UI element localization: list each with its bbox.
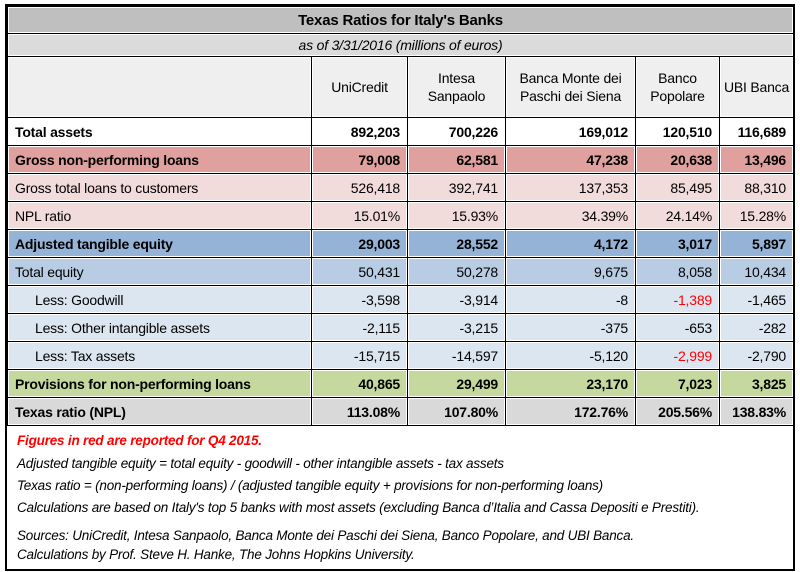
value-cell: 62,581	[407, 145, 506, 174]
value-cell: 8,058	[635, 257, 720, 286]
row-less-tax-assets: Less: Tax assets -15,715 -14,597 -5,120 …	[7, 341, 794, 370]
value-cell: 34.39%	[505, 201, 636, 230]
value-cell: 24.14%	[635, 201, 720, 230]
value-cell: -14,597	[407, 341, 506, 370]
value-cell: 9,675	[505, 257, 636, 286]
value-cell: 116,689	[719, 117, 794, 146]
value-cell: -3,598	[311, 285, 408, 314]
texas-ratios-figure: Texas Ratios for Italy's Banks as of 3/3…	[5, 4, 795, 571]
value-cell: 79,008	[311, 145, 408, 174]
footnote-red-legend: Figures in red are reported for Q4 2015.	[17, 433, 262, 448]
row-label: Total equity	[7, 257, 312, 286]
value-cell: 50,431	[311, 257, 408, 286]
value-cell: -5,120	[505, 341, 636, 370]
value-cell: 107.80%	[407, 397, 506, 426]
value-cell: 138.83%	[719, 397, 794, 426]
value-cell-q4-2015: -2,999	[635, 341, 720, 370]
row-label: Gross non-performing loans	[7, 145, 312, 174]
row-label: Less: Tax assets	[7, 341, 312, 370]
row-label: Less: Goodwill	[7, 285, 312, 314]
row-label: Adjusted tangible equity	[7, 229, 312, 258]
value-cell: 29,003	[311, 229, 408, 258]
table-title: Texas Ratios for Italy's Banks	[7, 6, 794, 34]
value-cell: 50,278	[407, 257, 506, 286]
value-cell: 113.08%	[311, 397, 408, 426]
value-cell: 15.01%	[311, 201, 408, 230]
texas-ratios-table: Texas Ratios for Italy's Banks as of 3/3…	[7, 6, 794, 426]
value-cell: 7,023	[635, 369, 720, 398]
value-cell: 3,017	[635, 229, 720, 258]
row-label: Total assets	[7, 117, 312, 146]
col-header-banco-popolare: Banco Popolare	[635, 56, 720, 118]
value-cell: 700,226	[407, 117, 506, 146]
value-cell: 85,495	[635, 173, 720, 202]
row-provisions-npl: Provisions for non-performing loans 40,8…	[7, 369, 794, 398]
row-texas-ratio: Texas ratio (NPL) 113.08% 107.80% 172.76…	[7, 397, 794, 426]
value-cell: -8	[505, 285, 636, 314]
value-cell: 10,434	[719, 257, 794, 286]
value-cell: 169,012	[505, 117, 636, 146]
value-cell: 15.93%	[407, 201, 506, 230]
value-cell: 205.56%	[635, 397, 720, 426]
table-subtitle: as of 3/31/2016 (millions of euros)	[7, 33, 794, 57]
row-less-goodwill: Less: Goodwill -3,598 -3,914 -8 -1,389 -…	[7, 285, 794, 314]
value-cell: 40,865	[311, 369, 408, 398]
row-npl-ratio: NPL ratio 15.01% 15.93% 34.39% 24.14% 15…	[7, 201, 794, 230]
value-cell: 892,203	[311, 117, 408, 146]
value-cell: 15.28%	[719, 201, 794, 230]
value-cell: -375	[505, 313, 636, 342]
row-total-equity: Total equity 50,431 50,278 9,675 8,058 1…	[7, 257, 794, 286]
row-label: Provisions for non-performing loans	[7, 369, 312, 398]
row-less-other-intangible-assets: Less: Other intangible assets -2,115 -3,…	[7, 313, 794, 342]
value-cell: 3,825	[719, 369, 794, 398]
row-gross-non-performing-loans: Gross non-performing loans 79,008 62,581…	[7, 145, 794, 174]
value-cell: 88,310	[719, 173, 794, 202]
col-header-banca-monte-dei-paschi: Banca Monte dei Paschi dei Siena	[505, 56, 636, 118]
value-cell: 526,418	[311, 173, 408, 202]
corner-empty-cell	[7, 56, 312, 118]
row-gross-total-loans: Gross total loans to customers 526,418 3…	[7, 173, 794, 202]
row-label: NPL ratio	[7, 201, 312, 230]
footnote-definition-adjusted-tangible-equity: Adjusted tangible equity = total equity …	[17, 456, 504, 471]
row-label: Gross total loans to customers	[7, 173, 312, 202]
footnote-definition-texas-ratio: Texas ratio = (non-performing loans) / (…	[17, 478, 603, 493]
col-header-unicredit: UniCredit	[311, 56, 408, 118]
value-cell: 29,499	[407, 369, 506, 398]
value-cell: -282	[719, 313, 794, 342]
footnote-sources: Sources: UniCredit, Intesa Sanpaolo, Ban…	[17, 528, 634, 543]
col-header-intesa-sanpaolo: Intesa Sanpaolo	[407, 56, 506, 118]
value-cell: 28,552	[407, 229, 506, 258]
value-cell: 120,510	[635, 117, 720, 146]
value-cell: 13,496	[719, 145, 794, 174]
value-cell: 23,170	[505, 369, 636, 398]
value-cell: 172.76%	[505, 397, 636, 426]
value-cell: 392,741	[407, 173, 506, 202]
value-cell: 4,172	[505, 229, 636, 258]
value-cell: 5,897	[719, 229, 794, 258]
footnotes-section: Figures in red are reported for Q4 2015.…	[7, 426, 793, 569]
value-cell: 20,638	[635, 145, 720, 174]
row-total-assets: Total assets 892,203 700,226 169,012 120…	[7, 117, 794, 146]
row-label: Less: Other intangible assets	[7, 313, 312, 342]
value-cell: -1,465	[719, 285, 794, 314]
footnote-attribution: Calculations by Prof. Steve H. Hanke, Th…	[17, 547, 415, 562]
value-cell: -2,790	[719, 341, 794, 370]
value-cell: -3,914	[407, 285, 506, 314]
value-cell: -15,715	[311, 341, 408, 370]
value-cell: 137,353	[505, 173, 636, 202]
row-adjusted-tangible-equity: Adjusted tangible equity 29,003 28,552 4…	[7, 229, 794, 258]
value-cell: -2,115	[311, 313, 408, 342]
value-cell: -653	[635, 313, 720, 342]
col-header-ubi-banca: UBI Banca	[719, 56, 794, 118]
row-label: Texas ratio (NPL)	[7, 397, 312, 426]
value-cell: -3,215	[407, 313, 506, 342]
footnote-methodology: Calculations are based on Italy's top 5 …	[17, 500, 700, 515]
value-cell-q4-2015: -1,389	[635, 285, 720, 314]
value-cell: 47,238	[505, 145, 636, 174]
